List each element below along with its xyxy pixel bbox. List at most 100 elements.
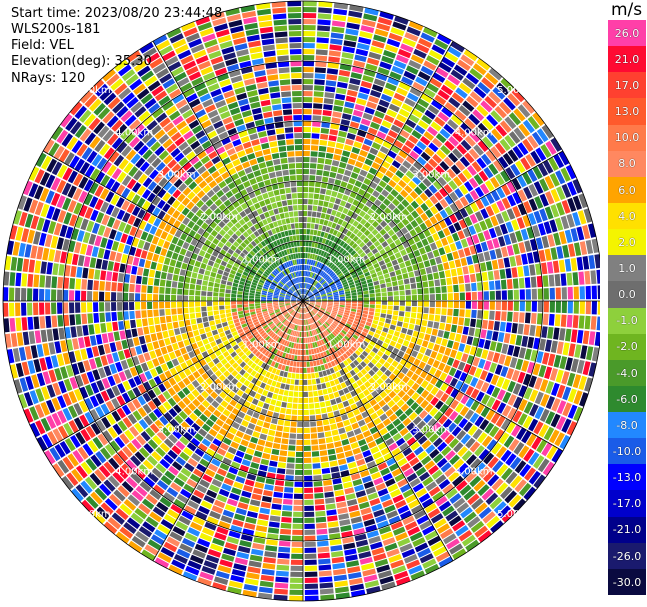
gate-cell [231,301,237,305]
gate-cell [70,326,77,338]
gate-cell [292,403,298,409]
gate-cell [111,240,120,252]
gate-cell [74,241,82,254]
gate-cell [430,350,438,359]
gate-cell [375,224,383,232]
gate-cell [345,138,354,146]
gate-cell [305,283,307,289]
gate-cell [418,332,425,340]
gate-cell [439,160,450,171]
gate-cell [397,279,404,286]
gate-cell [291,373,296,379]
gate-cell [373,316,380,321]
gate-cell [491,259,499,270]
gate-cell [503,435,515,448]
gate-cell [486,384,495,396]
gate-cell [401,208,410,217]
gate-cell [537,288,543,300]
gate-cell [491,128,503,141]
gate-cell [465,292,471,300]
gate-cell [299,331,302,337]
gate-cell [369,350,376,358]
gate-cell [317,268,321,275]
gate-cell [513,442,525,455]
gate-cell [318,287,324,292]
gate-cell [15,317,22,332]
gate-cell [54,250,62,263]
gate-cell [322,110,332,117]
gate-cell [387,309,393,315]
gate-cell [522,172,533,185]
gate-cell [216,323,223,329]
gate-cell [303,127,312,133]
gate-cell [444,375,453,385]
gate-cell [384,377,393,386]
gate-cell [311,445,319,451]
gate-cell [390,27,405,37]
gate-cell [326,320,331,325]
gate-cell [477,301,483,310]
gate-cell [316,169,323,176]
gate-cell [258,414,266,421]
gate-cell [378,180,387,189]
gate-cell [401,103,413,113]
gate-cell [374,28,389,38]
gate-cell [584,315,591,330]
gate-cell [405,170,415,180]
gate-cell [83,336,91,348]
gate-cell [213,310,220,316]
gate-cell [398,179,407,189]
gate-cell [309,302,315,305]
gate-cell [154,324,162,333]
gate-cell [411,129,422,140]
gate-cell [501,301,507,311]
gate-cell [349,233,356,240]
gate-cell [231,311,238,316]
gate-cell [348,436,357,444]
gate-cell [323,485,334,492]
gate-cell [451,232,460,242]
gate-cell [389,340,397,347]
gate-cell [460,383,469,393]
gate-cell [371,259,378,265]
gate-cell [352,109,364,118]
gate-cell [450,114,463,126]
gate-cell [303,301,308,305]
gate-cell [492,352,501,363]
gate-cell [384,257,391,264]
gate-cell [330,242,336,248]
gate-cell [310,229,314,235]
gate-cell [468,113,481,126]
gate-cell [74,350,82,362]
gate-cell [18,242,26,257]
gate-cell [491,478,504,491]
gate-cell [361,19,376,28]
gate-cell [312,384,318,391]
gate-cell [317,285,323,290]
gate-cell [259,507,270,515]
gate-cell [408,180,417,190]
gate-cell [465,301,471,309]
gate-cell [403,70,416,81]
gate-cell [392,310,399,316]
gate-cell [331,429,339,436]
gate-cell [477,282,483,291]
gate-cell [419,222,428,231]
gate-cell [487,320,494,330]
gate-cell [352,447,362,455]
gate-cell [168,243,176,252]
gate-cell [361,163,371,172]
gate-cell [417,288,423,295]
gate-cell [271,448,280,456]
gate-cell [486,396,496,408]
gate-cell [379,61,392,70]
gate-cell [309,301,315,303]
gate-cell [149,350,157,360]
gate-cell [429,307,435,314]
gate-cell [281,401,287,408]
gate-cell [304,469,313,475]
gate-cell [566,314,573,328]
gate-cell [410,219,419,228]
gate-cell [57,315,64,327]
gate-cell [393,305,399,311]
